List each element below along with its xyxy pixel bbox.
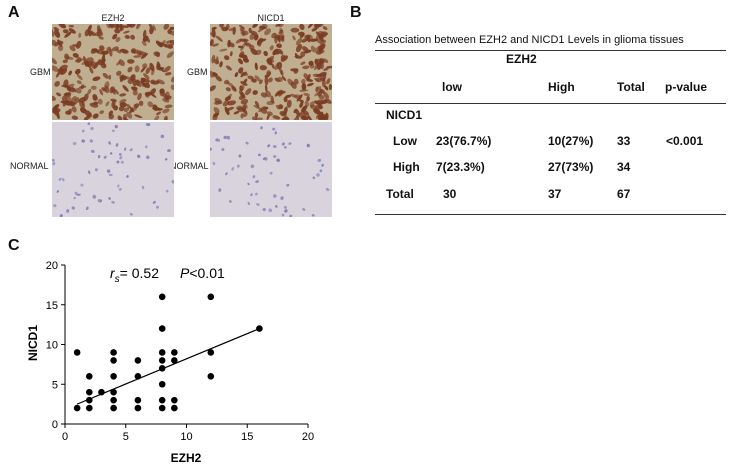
data-point (207, 373, 215, 380)
y-tick-label: 0 (52, 419, 58, 431)
x-tick-label: 5 (123, 431, 129, 443)
column-title-ezh2: EZH2 (101, 13, 125, 23)
table-bottom-rule (375, 214, 726, 215)
y-axis-label: NICD1 (26, 325, 40, 361)
data-point (110, 388, 117, 396)
data-point (158, 349, 166, 356)
data-point (110, 373, 117, 380)
data-point (207, 349, 215, 356)
data-point (98, 388, 105, 396)
header-pvalue: p-value (665, 80, 708, 94)
row-low-total: 33 (617, 134, 631, 148)
data-point (158, 396, 166, 404)
row-high-low: 7(23.3%) (436, 160, 485, 174)
data-point (134, 373, 142, 380)
x-axis-label: EZH2 (171, 451, 202, 465)
y-tick-label: 10 (46, 340, 58, 352)
row-total-label: Total (386, 187, 414, 201)
ihc-image-nicd1-gbm (210, 24, 332, 120)
data-point (110, 396, 117, 404)
data-point (134, 404, 142, 412)
data-point (86, 373, 93, 380)
row-label-gbm-1: GBM (30, 67, 51, 77)
data-point (207, 293, 215, 301)
data-point (86, 404, 93, 412)
row-low-low: 23(76.7%) (436, 134, 492, 148)
data-point (256, 325, 263, 332)
row-high-high: 27(73%) (548, 160, 594, 174)
row-high-total: 34 (617, 160, 631, 174)
data-point (134, 357, 142, 364)
y-tick-label: 5 (52, 379, 58, 391)
data-point (171, 396, 178, 404)
table-header-rule (375, 103, 726, 104)
table-top-rule (375, 50, 726, 51)
row-low-label: Low (393, 134, 417, 148)
row-low-pvalue: <0.001 (666, 134, 704, 148)
row-total-low: 30 (443, 187, 457, 201)
panel-label-a: A (8, 4, 20, 21)
data-point (171, 404, 178, 412)
data-point (73, 404, 81, 412)
trend-line (76, 328, 260, 405)
data-point (158, 325, 166, 332)
data-point (171, 349, 178, 356)
correlation-annotation: rs= 0.52 (110, 265, 159, 285)
panel-label-b: B (350, 4, 362, 21)
scatter-plot: 0 5 10 15 20 0 5 10 15 20 rs= 0.52 P<0.01 EZH2 NI… (26, 260, 314, 465)
row-high-label: High (393, 160, 420, 174)
pvalue-annotation: P<0.01 (180, 265, 225, 281)
data-point (110, 404, 117, 412)
data-point (86, 388, 93, 396)
data-point (134, 396, 142, 404)
y-tick-label: 20 (46, 260, 58, 272)
table-title: Association between EZH2 and NICD1 Level… (375, 34, 684, 46)
data-point (110, 357, 117, 364)
y-tick-label: 15 (46, 300, 58, 312)
data-point (158, 380, 166, 388)
row-low-high: 10(27%) (548, 134, 594, 148)
row-label-normal-2: NORMAL (170, 161, 209, 171)
row-label-gbm-2: GBM (187, 67, 208, 77)
table-group-header: EZH2 (506, 52, 537, 66)
ihc-image-nicd1-normal (210, 122, 332, 217)
data-point (86, 396, 93, 404)
header-high: High (548, 80, 575, 94)
data-point (110, 349, 117, 356)
x-tick-label: 0 (62, 431, 68, 443)
data-point (158, 404, 166, 412)
x-tick-label: 10 (180, 431, 192, 443)
data-point (171, 357, 178, 364)
header-low: low (442, 80, 462, 94)
column-title-nicd1: NICD1 (257, 13, 285, 23)
x-tick-label: 15 (241, 431, 253, 443)
x-tick-label: 20 (302, 431, 314, 443)
ihc-image-ezh2-gbm (52, 24, 174, 120)
data-point (158, 293, 166, 301)
panel-label-c: C (8, 237, 20, 254)
data-point (158, 357, 166, 364)
row-group-label: NICD1 (386, 108, 423, 122)
header-total: Total (617, 80, 645, 94)
row-total-high: 37 (548, 187, 562, 201)
ihc-image-ezh2-normal (52, 122, 174, 217)
data-point (73, 349, 81, 356)
row-label-normal-1: NORMAL (10, 161, 49, 171)
data-point (158, 365, 166, 372)
row-total-total: 67 (617, 187, 631, 201)
